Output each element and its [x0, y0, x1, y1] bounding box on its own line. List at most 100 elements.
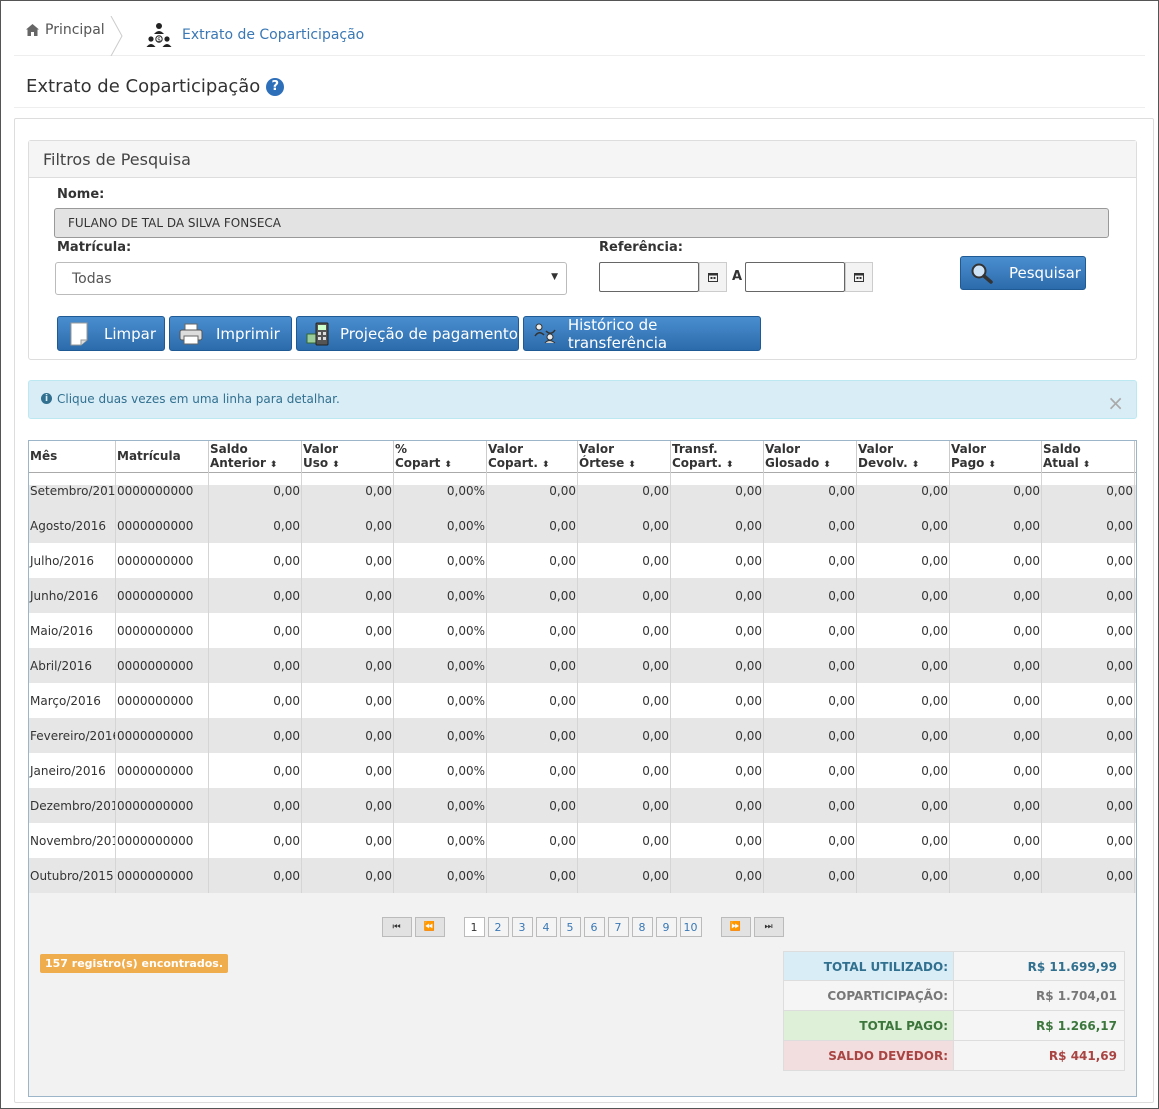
sort-icon[interactable]: ⬍ [823, 460, 831, 470]
matricula-select[interactable]: Todas ▼ [55, 262, 567, 295]
breadcrumb-home[interactable]: Principal [26, 22, 105, 38]
totals-value: R$ 441,69 [954, 1041, 1124, 1070]
table-cell: 0,00 [671, 473, 764, 508]
table-cell: 0,00 [1042, 543, 1135, 578]
sort-icon[interactable]: ⬍ [1082, 460, 1091, 470]
sort-icon[interactable]: ⬍ [541, 460, 550, 470]
pesquisar-button[interactable]: Pesquisar [960, 256, 1086, 290]
table-cell: 0,00 [1042, 613, 1135, 648]
table-cell: 0,00% [394, 753, 487, 788]
imprimir-button[interactable]: Imprimir [169, 316, 292, 351]
table-cell: 0,00 [857, 753, 950, 788]
table-cell: 0,00 [764, 578, 857, 613]
sort-icon[interactable]: ⬍ [628, 460, 636, 470]
table-cell: 0,00% [394, 508, 487, 543]
table-cell: 0,00 [950, 858, 1042, 893]
nome-label: Nome: [57, 187, 105, 202]
table-cell: 0,00% [394, 858, 487, 893]
table-cell: Março/2016 [29, 683, 116, 718]
previous-page-icon[interactable]: ⏪ [414, 917, 445, 937]
column-header[interactable]: Valor Devolv. ⬍ [857, 441, 950, 473]
table-row[interactable]: Dezembro/201500000000000,000,000,00%0,00… [29, 788, 1136, 823]
table-row[interactable]: Julho/2016 0000000000 0,00 0,00 0,00% 0,00 0,0… [29, 543, 1136, 578]
page-number-button[interactable]: 2 [487, 917, 509, 937]
title-divider [14, 107, 1145, 108]
column-header[interactable]: Valor Uso ⬍ [302, 441, 394, 473]
table-cell: 0,00 [302, 823, 394, 858]
calendar-icon[interactable] [845, 262, 873, 292]
table-cell: 0,00 [857, 508, 950, 543]
nome-field[interactable]: FULANO DE TAL DA SILVA FONSECA [54, 208, 1109, 238]
page-number-button[interactable]: 7 [607, 917, 629, 937]
first-page-icon[interactable]: ⏮ [381, 917, 412, 937]
calendar-icon[interactable] [699, 262, 727, 292]
projecao-pagamento-button[interactable]: Projeção de pagamento [296, 316, 519, 351]
column-header[interactable]: % Copart ⬍ [394, 441, 487, 473]
column-header-label: Valor [951, 442, 987, 456]
close-icon[interactable]: × [1107, 391, 1124, 415]
column-header-label: Saldo [1043, 442, 1081, 456]
grid-body: Setembro/2016 0000000000 0,00 0,00 0,00% 0,00… [29, 473, 1136, 893]
column-header[interactable]: Transf. Copart. ⬍ [671, 441, 764, 473]
table-row[interactable]: Novembro/201500000000000,000,000,00%0,00… [29, 823, 1136, 858]
printer-icon [178, 322, 204, 346]
page-number-button[interactable]: 6 [583, 917, 605, 937]
table-row[interactable]: Janeiro/2016 0000000000 0,00 0,00 0,00% 0,00 0… [29, 753, 1136, 788]
column-header-label: Atual [1043, 456, 1079, 470]
column-header[interactable]: Valor Órtese ⬍ [578, 441, 671, 473]
page-number-button[interactable]: 10 [679, 917, 702, 937]
sort-icon[interactable]: ⬍ [725, 460, 734, 470]
table-cell: 0,00 [857, 683, 950, 718]
table-cell: 0000000000 [116, 613, 209, 648]
table-cell: 0,00 [487, 823, 578, 858]
column-header[interactable]: Saldo Anterior ⬍ [209, 441, 302, 473]
page-number-button[interactable]: 8 [631, 917, 653, 937]
table-cell: 0,00 [671, 543, 764, 578]
table-cell: 0,00 [764, 473, 857, 508]
table-cell: 0,00 [209, 858, 302, 893]
table-cell: 0,00 [578, 788, 671, 823]
page-number-button[interactable]: 5 [559, 917, 581, 937]
column-header[interactable]: Valor Copart. ⬍ [487, 441, 578, 473]
page-number-button[interactable]: 9 [655, 917, 677, 937]
table-cell: 0,00 [950, 683, 1042, 718]
table-cell: 0,00 [764, 543, 857, 578]
table-row[interactable]: Agosto/2016 0000000000 0,00 0,00 0,00% 0,00 0,… [29, 508, 1136, 543]
sort-icon[interactable]: ⬍ [332, 460, 340, 470]
help-icon[interactable]: ? [266, 77, 285, 96]
column-header[interactable]: Valor Glosado ⬍ [764, 441, 857, 473]
historico-transferencia-button[interactable]: Histórico de transferência [523, 316, 761, 352]
filter-panel: Filtros de Pesquisa [28, 140, 1137, 360]
table-row[interactable]: Março/2016 0000000000 0,00 0,00 0,00% 0,00 0,0… [29, 683, 1136, 718]
page-number-button[interactable]: 4 [535, 917, 557, 937]
column-header-label: Copart [395, 456, 441, 470]
table-row[interactable]: Setembro/2016 0000000000 0,00 0,00 0,00% 0,00… [29, 473, 1136, 508]
table-cell: 0,00 [764, 788, 857, 823]
table-row[interactable]: Junho/2016 0000000000 0,00 0,00 0,00% 0,00 0,0… [29, 578, 1136, 613]
next-page-icon[interactable]: ⏩ [720, 917, 751, 937]
table-row[interactable]: Abril/2016 0000000000 0,00 0,00 0,00% 0,00 0,0… [29, 648, 1136, 683]
column-header[interactable]: Saldo Atual ⬍ [1042, 441, 1135, 473]
table-cell: 0000000000 [116, 648, 209, 683]
referencia-end-input[interactable] [745, 262, 845, 292]
sort-icon[interactable]: ⬍ [988, 460, 996, 470]
table-cell: 0,00 [487, 753, 578, 788]
sort-icon[interactable]: ⬍ [911, 460, 920, 470]
referencia-start-input[interactable] [599, 262, 699, 292]
sort-icon[interactable]: ⬍ [444, 460, 452, 470]
table-cell: 0,00 [950, 788, 1042, 823]
page-number-button[interactable]: 3 [511, 917, 533, 937]
table-cell: 0,00 [302, 753, 394, 788]
limpar-button-label: Limpar [104, 324, 157, 343]
column-header[interactable]: Valor Pago ⬍ [950, 441, 1042, 473]
breadcrumb-current[interactable]: $ Extrato de Coparticipação [146, 22, 364, 48]
table-row[interactable]: Fevereiro/2016 0000000000 0,00 0,00 0,00% 0,0… [29, 718, 1136, 753]
sort-icon[interactable]: ⬍ [269, 460, 278, 470]
table-row[interactable]: Maio/2016 0000000000 0,00 0,00 0,00% 0,00 0,00… [29, 613, 1136, 648]
page-title-text: Extrato de Coparticipação [26, 76, 261, 97]
page-number-button[interactable]: 1 [463, 917, 485, 937]
last-page-icon[interactable]: ⏭ [753, 917, 784, 937]
limpar-button[interactable]: Limpar [57, 316, 165, 351]
table-cell: 0,00 [302, 788, 394, 823]
table-row[interactable]: Outubro/2015 0000000000 0,00 0,00 0,00% 0,00 0… [29, 858, 1136, 893]
